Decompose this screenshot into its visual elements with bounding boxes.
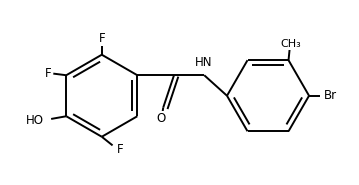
Text: HO: HO [25, 114, 43, 127]
Text: O: O [157, 112, 165, 125]
Text: F: F [117, 143, 123, 156]
Text: F: F [45, 67, 51, 80]
Text: CH₃: CH₃ [280, 39, 301, 49]
Text: Br: Br [324, 89, 337, 102]
Text: F: F [98, 32, 105, 45]
Text: HN: HN [195, 56, 212, 69]
